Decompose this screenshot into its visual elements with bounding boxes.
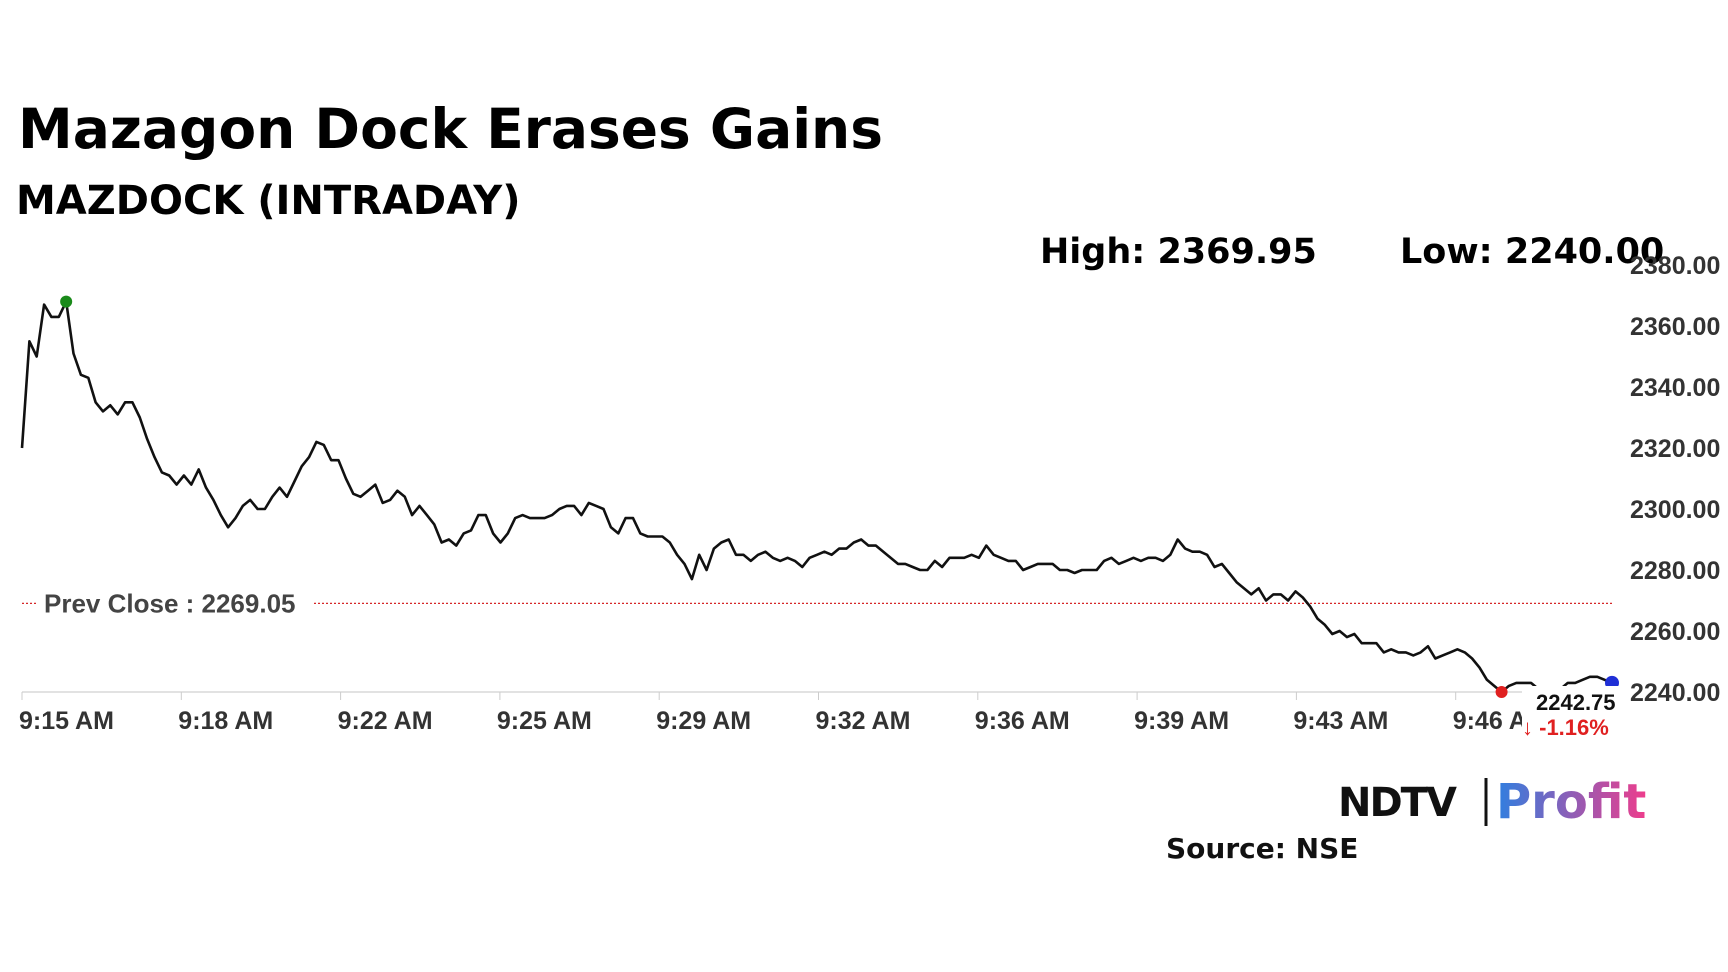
x-tick-label: 9:18 AM <box>178 707 273 735</box>
last-price-label: 2242.75 <box>1536 690 1616 715</box>
y-axis: 2380.00 2360.00 2340.00 2320.00 2300.00 2280.… <box>1630 252 1720 707</box>
high-marker <box>60 295 73 308</box>
chart-subtitle: MAZDOCK (INTRADAY) <box>16 178 521 224</box>
chart-title: Mazagon Dock Erases Gains <box>18 97 883 161</box>
logo-ndtv-text: NDTV <box>1338 780 1457 826</box>
x-tick-label: 9:32 AM <box>816 707 911 735</box>
x-tick-label: 9:25 AM <box>497 707 592 735</box>
x-tick-label: 9:36 AM <box>975 707 1070 735</box>
source-label: Source: NSE <box>1166 832 1358 865</box>
last-price-label-bg <box>1522 686 1626 740</box>
x-tick-label: 9:15 AM <box>19 707 114 735</box>
x-tick-label: 9:43 AM <box>1293 707 1388 735</box>
change-label: ↓ -1.16% <box>1522 715 1609 740</box>
prev-close-label-bg <box>36 586 312 621</box>
x-tick-label: 9:39 AM <box>1134 707 1229 735</box>
y-tick-label: 2380.00 <box>1630 252 1720 280</box>
y-tick-label: 2280.00 <box>1630 557 1720 585</box>
prev-close-label: Prev Close : 2269.05 <box>44 588 296 618</box>
low-marker <box>1495 686 1508 698</box>
y-tick-label: 2340.00 <box>1630 374 1720 402</box>
x-axis: 9:15 AM 9:18 AM 9:22 AM 9:25 AM 9:29 AM 9:32 … <box>19 691 1612 735</box>
y-tick-label: 2260.00 <box>1630 618 1720 646</box>
x-tick-label: 9:29 AM <box>656 707 751 735</box>
high-stat: High: 2369.95 <box>1040 232 1317 272</box>
y-tick-label: 2320.00 <box>1630 435 1720 463</box>
price-series-line <box>20 300 1613 694</box>
y-tick-label: 2240.00 <box>1630 679 1720 707</box>
y-tick-label: 2300.00 <box>1630 496 1720 524</box>
ndtv-profit-logo: NDTV Profit <box>1338 774 1646 830</box>
x-tick-label: 9:22 AM <box>338 707 433 735</box>
logo-profit-text: Profit <box>1496 774 1646 830</box>
y-tick-label: 2360.00 <box>1630 313 1720 341</box>
low-stat: Low: 2240.00 <box>1400 232 1664 272</box>
